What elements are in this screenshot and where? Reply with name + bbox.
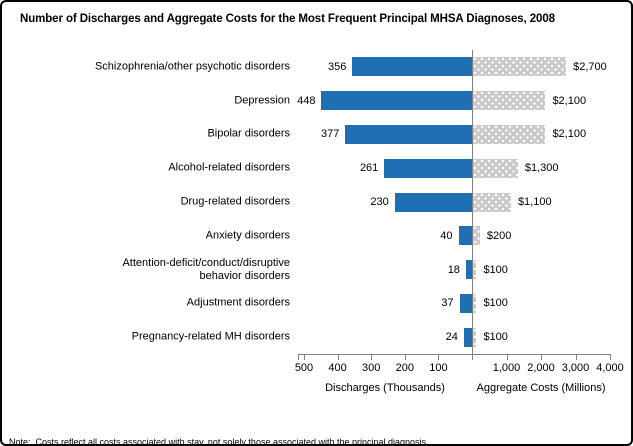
- costs-bar: [473, 192, 511, 212]
- left-axis-tick: [438, 354, 440, 360]
- discharges-bar: [465, 260, 472, 280]
- costs-bar: [473, 57, 567, 77]
- x-axis-line: [298, 354, 610, 355]
- right-axis-tick: [541, 354, 542, 360]
- chart-row: Schizophrenia/other psychotic disorders 3…: [2, 50, 631, 84]
- left-axis-tick: [304, 354, 305, 360]
- category-label: Pregnancy-related MH disorders: [131, 330, 290, 343]
- costs-value: $100: [483, 297, 508, 310]
- discharges-bar: [458, 226, 472, 246]
- costs-bar: [473, 226, 480, 246]
- category-label: Bipolar disorders: [207, 127, 290, 140]
- tick-label: 400: [328, 362, 347, 374]
- category-label: Alcohol-related disorders: [168, 161, 290, 174]
- axis-center-tick: [472, 354, 473, 360]
- costs-bar: [473, 327, 477, 347]
- discharges-bar: [463, 327, 472, 347]
- discharges-bar: [459, 293, 472, 313]
- discharges-bar: [345, 124, 472, 144]
- costs-bar: [473, 293, 477, 313]
- costs-bar: [473, 91, 546, 111]
- category-label: Anxiety disorders: [205, 229, 290, 242]
- costs-value: $1,100: [517, 196, 552, 209]
- costs-value: $100: [483, 331, 508, 344]
- chart-row: Adjustment disorders 37 $100: [2, 287, 631, 321]
- left-axis-tick: [404, 354, 406, 360]
- category-label: Adjustment disorders: [186, 296, 290, 309]
- right-axis-tick: [575, 354, 577, 360]
- discharges-value: 40: [440, 229, 453, 242]
- left-axis-title: Discharges (Thousands): [325, 382, 445, 394]
- discharges-bar: [394, 192, 472, 212]
- discharges-bar: [321, 91, 472, 111]
- chart-row: Anxiety disorders 40 $200: [2, 219, 631, 253]
- left-axis-tick: [337, 354, 339, 360]
- costs-value: $2,100: [552, 94, 587, 107]
- category-label: Schizophrenia/other psychotic disorders: [94, 60, 290, 73]
- chart-row: Alcohol-related disorders 261 $1,300: [2, 151, 631, 185]
- discharges-bar: [352, 57, 472, 77]
- axis-end-tick: [298, 354, 299, 360]
- discharges-bar: [384, 158, 472, 178]
- right-axis-tick: [506, 354, 508, 360]
- costs-value: $1,300: [524, 162, 559, 175]
- discharges-value: 261: [359, 162, 379, 175]
- center-axis-line: [472, 50, 473, 354]
- category-label: Depression: [234, 94, 290, 107]
- right-axis-tick: [610, 354, 611, 360]
- note-line: Note: Costs reflect all costs associated…: [9, 437, 429, 446]
- costs-value: $2,100: [552, 128, 587, 141]
- tick-label: 4,000: [596, 362, 624, 374]
- discharges-value: 230: [370, 196, 389, 209]
- tick-label: 1,000: [492, 362, 521, 374]
- discharges-value: 24: [445, 331, 458, 344]
- costs-value: $200: [486, 229, 512, 242]
- discharges-value: 18: [447, 263, 460, 276]
- costs-bar: [473, 260, 477, 280]
- footnotes: Note: Costs reflect all costs associated…: [9, 409, 627, 446]
- category-label: Attention-deficit/conduct/disruptive beh…: [122, 256, 290, 282]
- discharges-value: 37: [441, 297, 454, 310]
- chart-title: Number of Discharges and Aggregate Costs…: [20, 13, 555, 25]
- tick-label: 300: [362, 362, 381, 374]
- tick-label: 2,000: [527, 362, 555, 374]
- right-axis-title: Aggregate Costs (Millions): [476, 382, 606, 394]
- chart-row: Attention-deficit/conduct/disruptive beh…: [2, 253, 631, 287]
- category-label: Drug-related disorders: [180, 195, 290, 208]
- costs-value: $100: [483, 263, 508, 276]
- tick-label: 3,000: [561, 362, 590, 374]
- discharges-value: 356: [328, 60, 347, 73]
- costs-value: $2,700: [573, 60, 607, 73]
- chart-row: Drug-related disorders 230 $1,100: [2, 185, 631, 219]
- tick-label: 500: [294, 362, 314, 374]
- chart-row: Pregnancy-related MH disorders 24 $100: [2, 320, 631, 354]
- left-axis-tick: [371, 354, 373, 360]
- costs-bar: [473, 158, 518, 178]
- discharges-value: 377: [320, 128, 340, 141]
- tick-label: 200: [395, 362, 414, 374]
- discharges-value: 448: [297, 94, 316, 107]
- chart-row: Depression 448 $2,100: [2, 84, 631, 118]
- tick-label: 100: [429, 362, 448, 374]
- costs-bar: [473, 124, 546, 144]
- chart-row: Bipolar disorders 377 $2,100: [2, 118, 631, 152]
